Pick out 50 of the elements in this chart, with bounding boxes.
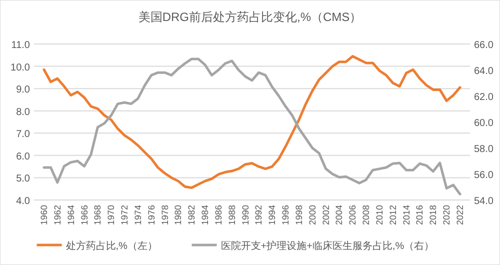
x-tick-label: 2018 [428, 205, 438, 226]
x-tick-label: 1990 [240, 205, 250, 226]
y-tick-label: 5.0 [16, 174, 30, 185]
x-tick-label: 1984 [200, 205, 210, 226]
x-tick-label: 2010 [374, 205, 384, 226]
x-tick-label: 1976 [146, 205, 156, 226]
x-tick-label: 1974 [132, 205, 143, 226]
y-tick-label: 9.0 [16, 84, 30, 96]
x-tick-label: 2008 [361, 205, 372, 226]
x-tick-label: 2006 [348, 205, 358, 226]
x-tick-label: 1978 [160, 205, 170, 226]
title: 美国DRG前后处方药占比变化,%（CMS） [138, 10, 362, 24]
x-tick-label: 2002 [320, 205, 331, 226]
y2-tick-label: 60.0 [474, 118, 494, 129]
x-tick-label: 2022 [455, 205, 465, 226]
x-tick-label: 1982 [186, 205, 197, 226]
x-tick-label: 2016 [414, 205, 425, 226]
x-tick-label: 1962 [52, 205, 62, 226]
x-tick-label: 1968 [92, 205, 103, 226]
y2-tick-label: 54.0 [474, 196, 494, 207]
x-tick-label: 1986 [213, 205, 224, 226]
x-tick-label: 1960 [39, 205, 49, 226]
x-tick-label: 2000 [307, 205, 318, 226]
x-tick-label: 1994 [267, 205, 278, 226]
x-tick-label: 1988 [226, 205, 237, 226]
x-tick-label: 1992 [254, 205, 264, 226]
x-tick-label: 2012 [388, 205, 398, 226]
y-tick-label: 6.0 [16, 151, 30, 162]
x-tick-label: 1970 [106, 205, 116, 226]
x-tick-label: 2014 [401, 205, 412, 226]
y-tick-label: 8.0 [16, 106, 30, 118]
x-tick-label: 1966 [79, 205, 90, 226]
x-tick-label: 1980 [173, 205, 184, 226]
x-tick-label: 1998 [294, 205, 304, 226]
y2-tick-label: 64.0 [474, 66, 494, 77]
y2-tick-label: 56.0 [474, 170, 494, 181]
y2-tick-label: 62.0 [474, 92, 494, 103]
y-tick-label: 7.0 [16, 129, 30, 140]
y2-tick-label: 66.0 [474, 40, 494, 51]
x-tick-label: 2020 [442, 205, 452, 226]
y-tick-label: 10.0 [10, 62, 30, 74]
legend-label: 医院开支+护理设施+临床医生服务占比,%（右） [220, 240, 434, 252]
x-tick-label: 1964 [66, 205, 76, 226]
legend-label: 处方药占比,%（左） [66, 240, 158, 252]
y-tick-label: 4.0 [16, 196, 30, 207]
x-tick-label: 1972 [120, 205, 130, 226]
x-tick-label: 2004 [334, 205, 344, 226]
y-tick-label: 11.0 [11, 40, 30, 51]
y2-tick-label: 58.0 [474, 144, 494, 155]
x-tick-label: 1996 [280, 205, 291, 226]
